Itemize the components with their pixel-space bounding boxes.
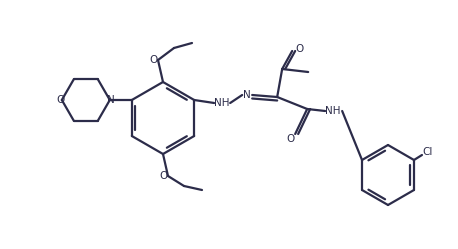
Text: O: O xyxy=(57,95,65,105)
Text: O: O xyxy=(149,55,157,65)
Text: O: O xyxy=(295,44,303,54)
Text: NH: NH xyxy=(214,98,230,108)
Text: NH: NH xyxy=(326,106,341,116)
Text: N: N xyxy=(243,90,251,100)
Text: N: N xyxy=(107,95,114,105)
Text: O: O xyxy=(159,171,167,181)
Text: O: O xyxy=(286,134,294,144)
Text: Cl: Cl xyxy=(423,147,433,157)
